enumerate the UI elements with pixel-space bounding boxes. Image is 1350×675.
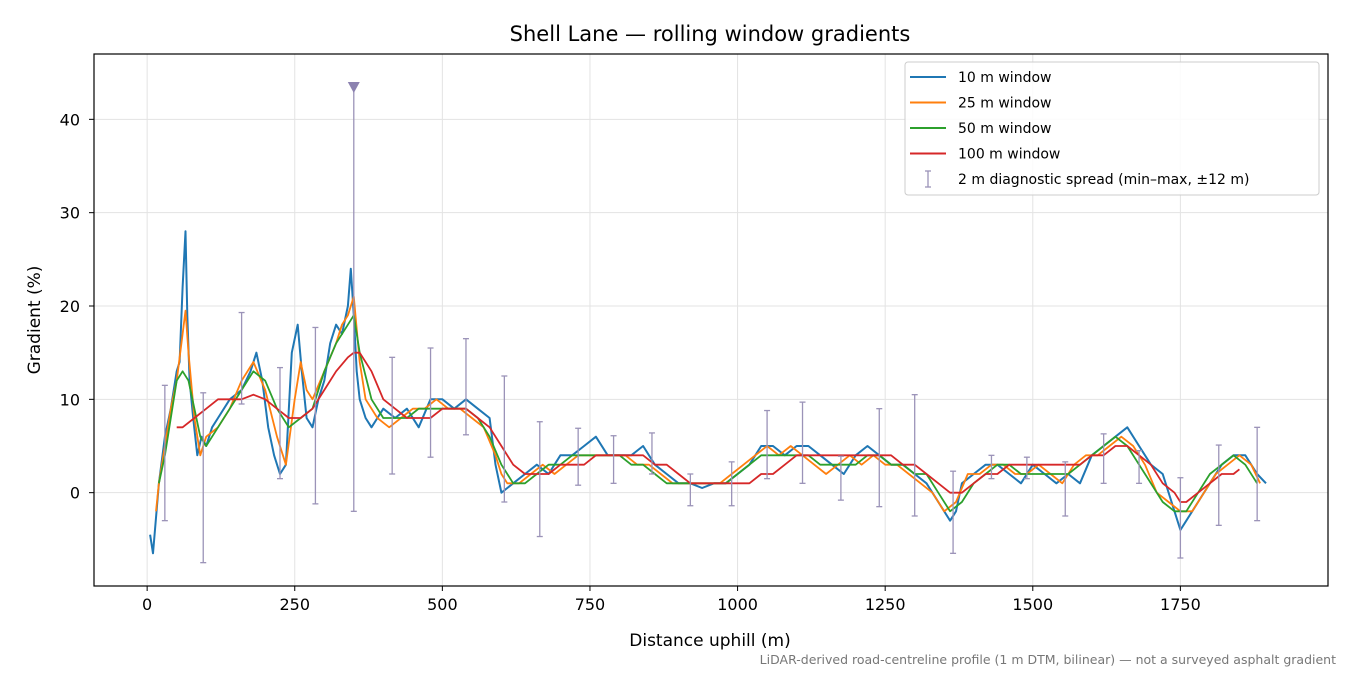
x-axis-ticks: 0 250 500 750 1000 1250 1500 1750 [142,586,1201,614]
x-tick-label: 1500 [1012,595,1053,614]
errorbar [1100,433,1107,484]
x-tick-label: 1000 [717,595,758,614]
errorbar [876,408,883,508]
errorbar [687,473,694,507]
x-tick-label: 500 [427,595,458,614]
errorbar [1062,461,1069,517]
errorbar [1177,477,1184,559]
errorbar [1023,456,1030,480]
errorbar [1136,450,1143,484]
legend-label-5: 2 m diagnostic spread (min–max, ±12 m) [958,172,1249,188]
y-axis-label: Gradient (%) [25,266,45,375]
x-tick-label: 750 [575,595,606,614]
legend-frame [904,61,1320,196]
series-line-2 [155,295,1261,513]
errorbar [764,409,771,480]
x-tick-label: 250 [279,595,310,614]
errorbar [200,392,207,564]
y-axis-ticks: 0 10 20 30 40 [60,110,94,503]
errorbar [161,384,168,522]
series-line-1 [149,230,1267,555]
legend-label-3: 50 m window [958,121,1051,137]
errorbar [462,338,469,436]
chart-title: Shell Lane — rolling window gradients [510,22,911,46]
errorbar [837,455,844,501]
legend-label-2: 25 m window [958,96,1051,112]
series-line-3 [158,314,1258,513]
legend-label-1: 10 m window [958,70,1051,86]
errorbar [536,421,543,538]
x-axis-label: Distance uphill (m) [629,631,790,651]
x-tick-label: 1750 [1160,595,1201,614]
y-tick-label: 30 [60,204,80,223]
legend: 10 m window 25 m window 50 m window 100 m w… [904,61,1320,196]
plot-frame [93,53,1329,587]
errorbar [427,347,434,458]
errorbar [648,432,655,475]
errorbar-layer [161,82,1261,564]
errorbar [1254,426,1261,522]
x-tick-label: 1250 [865,595,906,614]
y-tick-label: 0 [70,484,80,503]
errorbar [347,82,360,512]
y-tick-label: 10 [60,390,80,409]
legend-label-4: 100 m window [958,147,1060,163]
errorbar [950,470,957,554]
y-tick-label: 40 [60,110,80,129]
errorbar [728,461,735,507]
series-layer [149,230,1267,555]
errorbar [276,366,283,480]
y-tick-label: 20 [60,297,80,316]
errorbar [575,427,582,486]
errorbar [238,311,245,405]
errorbar [911,394,918,517]
errorbar [501,375,508,503]
errorbar-clip-marker [347,82,360,93]
series-line-4 [176,351,1240,503]
footnote: LiDAR-derived road-centreline profile (1… [760,652,1336,667]
errorbar [988,454,995,480]
errorbar [610,435,617,484]
errorbar [1215,444,1222,526]
errorbar [799,401,806,484]
errorbar [389,356,396,475]
errorbar [312,326,319,505]
x-tick-label: 0 [142,595,152,614]
